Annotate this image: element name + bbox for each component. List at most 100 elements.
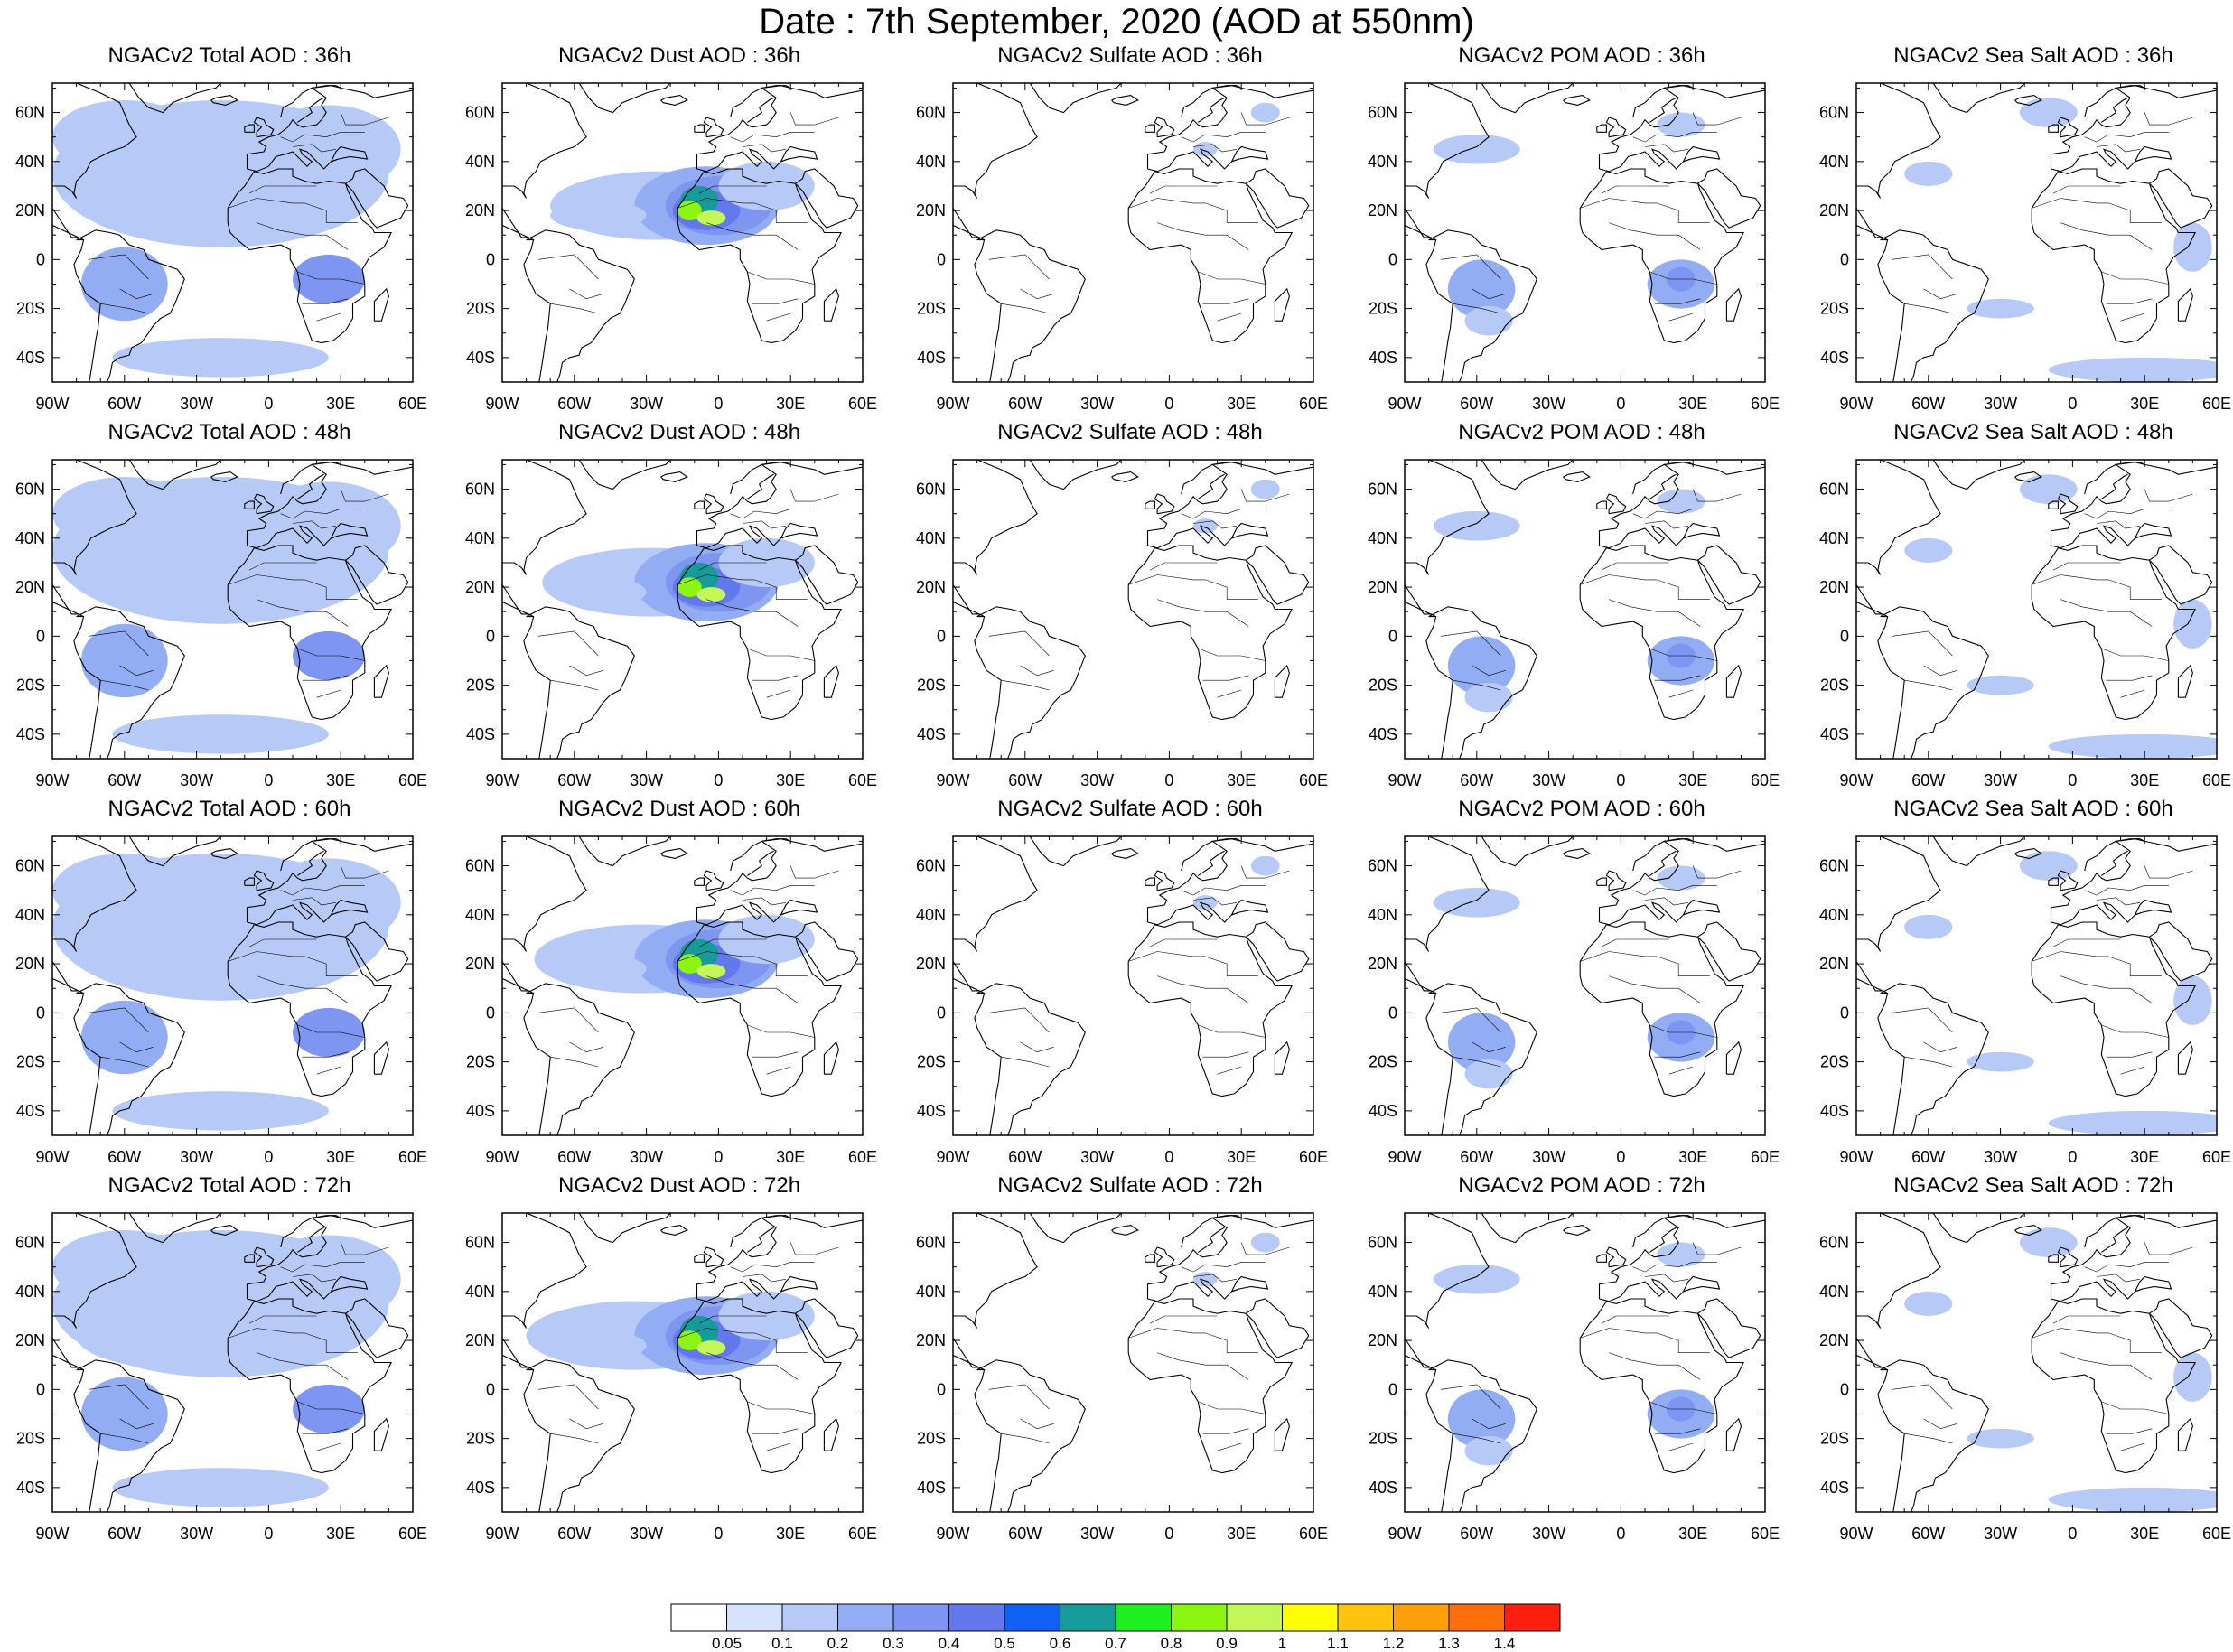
- aod-contour: [2048, 733, 2217, 759]
- lat-tick-label: 20S: [1820, 300, 1849, 318]
- colorbar-label: 1.2: [1383, 1635, 1405, 1652]
- country-border: [2096, 520, 2140, 529]
- lat-tick-label: 0: [937, 1380, 946, 1398]
- lat-tick-label: 0: [1388, 1380, 1397, 1398]
- coastline: [694, 500, 705, 509]
- coastline: [953, 836, 1038, 952]
- country-border: [1001, 679, 1050, 691]
- coastline: [780, 522, 818, 539]
- coastline: [696, 901, 789, 926]
- coastline: [1931, 460, 2025, 490]
- colorbar-label: 1.4: [1494, 1635, 1516, 1652]
- country-border: [228, 951, 358, 976]
- map-panel: NGACv2 Sea Salt AOD : 60h 90W 60W 30W 0 30E 60…: [1808, 797, 2233, 1172]
- country-border: [1202, 1428, 1249, 1434]
- lat-tick-label: 60N: [916, 1234, 946, 1252]
- coastline: [1146, 462, 1313, 546]
- lat-tick-label: 0: [1388, 1003, 1397, 1022]
- country-border: [747, 648, 815, 661]
- coastline: [1154, 117, 1175, 138]
- country-border: [789, 489, 839, 502]
- country-border: [1654, 298, 1701, 304]
- coastline: [730, 85, 791, 118]
- country-border: [2052, 562, 2121, 571]
- country-border: [1472, 288, 1506, 300]
- country-border: [537, 254, 599, 280]
- coastline: [2048, 1254, 2059, 1263]
- coastline: [52, 83, 137, 199]
- coastline: [2057, 1246, 2079, 1268]
- lon-tick-label: 0: [264, 1148, 273, 1166]
- coastline: [2100, 850, 2128, 876]
- coastline: [2177, 1417, 2193, 1451]
- lon-tick-label: 90W: [936, 771, 969, 789]
- lat-tick-label: 20S: [1820, 1430, 1849, 1448]
- coastline: [696, 1278, 789, 1302]
- country-border: [730, 509, 815, 519]
- coastline: [2050, 838, 2217, 922]
- lat-tick-label: 40N: [15, 529, 45, 547]
- coastline: [780, 145, 818, 163]
- panel-title: NGACv2 POM AOD : 36h: [1458, 43, 1705, 68]
- lat-tick-label: 20N: [916, 955, 946, 973]
- coastline: [1480, 460, 1574, 490]
- coastline: [296, 473, 324, 499]
- lon-tick-label: 0: [714, 1148, 723, 1166]
- lon-tick-label: 0: [1164, 395, 1173, 413]
- country-border: [730, 132, 815, 143]
- aod-contour: [1250, 855, 1280, 876]
- country-border: [742, 520, 786, 529]
- country-border: [677, 951, 808, 976]
- aod-contour: [2048, 1487, 2217, 1512]
- coastline: [1877, 983, 1989, 1135]
- coastline: [1246, 168, 1310, 229]
- coastline: [1111, 95, 1139, 106]
- coastline: [502, 1213, 587, 1329]
- coastline: [502, 83, 587, 199]
- lat-tick-label: 40S: [16, 349, 45, 367]
- lat-tick-label: 60N: [1368, 481, 1397, 499]
- country-border: [248, 1315, 317, 1324]
- lon-tick-label: 90W: [936, 395, 969, 413]
- coastline: [1405, 1213, 1490, 1329]
- country-border: [100, 1056, 149, 1068]
- country-border: [302, 1428, 349, 1434]
- lon-tick-label: 90W: [1387, 771, 1421, 789]
- coastline: [1725, 1041, 1742, 1075]
- coastline: [1480, 83, 1574, 114]
- lat-tick-label: 20N: [465, 1331, 495, 1349]
- lat-tick-label: 40S: [1369, 1479, 1397, 1497]
- coastline: [1877, 606, 1989, 759]
- aod-contour: [257, 858, 401, 947]
- aod-contour: [80, 1000, 168, 1075]
- country-border: [537, 1007, 599, 1033]
- country-border: [2101, 648, 2169, 661]
- coastline: [1563, 848, 1591, 859]
- map-panel: NGACv2 POM AOD : 36h 90W 60W 30W 0 30E 60E 60N 4…: [1356, 43, 1808, 419]
- coastline: [577, 83, 671, 114]
- country-border: [2084, 509, 2169, 519]
- lat-tick-label: 0: [1388, 250, 1397, 268]
- lat-tick-label: 60N: [465, 104, 495, 122]
- lon-tick-label: 90W: [485, 1148, 519, 1166]
- coastline: [1181, 462, 1242, 495]
- lon-tick-label: 90W: [35, 1525, 69, 1543]
- lon-tick-label: 30W: [180, 1148, 213, 1166]
- coastline: [280, 838, 341, 872]
- lon-tick-label: 30W: [1984, 1525, 2017, 1543]
- coastline: [2014, 95, 2042, 106]
- coastline: [696, 1215, 863, 1299]
- lon-tick-label: 60W: [107, 771, 141, 789]
- country-border: [2096, 897, 2140, 906]
- coastline: [1181, 85, 1242, 118]
- coastline: [247, 901, 339, 926]
- coastline: [1425, 983, 1537, 1135]
- lat-tick-label: 20S: [917, 300, 946, 318]
- aod-contour: [550, 201, 647, 230]
- coastline: [2014, 848, 2042, 859]
- lat-tick-label: 0: [937, 1003, 946, 1022]
- country-border: [698, 185, 767, 194]
- country-border: [316, 1442, 341, 1451]
- lat-tick-label: 40S: [16, 725, 45, 743]
